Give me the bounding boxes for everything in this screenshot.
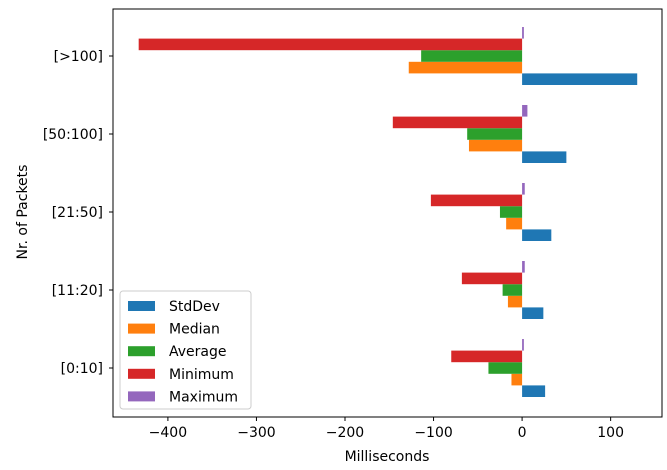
bar-stddev-2	[522, 229, 552, 241]
bar-maximum-0	[522, 339, 524, 351]
y-axis-ticks: [0:10] [11:20] [21:50] [50:100] [>100]	[43, 49, 113, 377]
bar-maximum-3	[522, 105, 528, 117]
legend-label-median: Median	[169, 322, 220, 338]
legend-swatch-stddev	[128, 301, 155, 311]
plot-frame	[112, 8, 663, 418]
bar-average-0	[488, 362, 523, 374]
y-tick-label: [50:100]	[43, 127, 103, 143]
x-tick-label: 0	[518, 425, 527, 441]
bar-average-1	[502, 284, 523, 296]
bar-maximum-4	[522, 27, 524, 39]
bar-median-4	[408, 61, 523, 74]
bar-median-2	[506, 217, 523, 230]
x-tick-label: −100	[414, 425, 452, 441]
y-axis-label: Nr. of Packets	[15, 165, 31, 260]
x-tick-label: 100	[597, 425, 624, 441]
y-tick-label: [21:50]	[52, 205, 103, 221]
legend-label-stddev: StdDev	[169, 299, 220, 315]
x-axis-label: Milliseconds	[345, 449, 430, 465]
legend-swatch-average	[128, 346, 155, 357]
x-tick-label: −400	[149, 425, 187, 441]
legend-label-maximum: Maximum	[169, 389, 238, 405]
bar-maximum-2	[522, 183, 525, 195]
bar-median-0	[511, 373, 523, 386]
bar-stddev-3	[522, 151, 567, 163]
bar-median-1	[507, 295, 523, 308]
legend-swatch-median	[128, 323, 155, 334]
bar-minimum-3	[392, 116, 523, 129]
x-tick-label: −300	[237, 425, 275, 441]
bar-stddev-0	[522, 385, 546, 397]
bar-average-4	[421, 50, 523, 62]
bar-stddev-1	[522, 307, 544, 319]
x-tick-label: −200	[326, 425, 364, 441]
legend-swatch-maximum	[128, 391, 155, 402]
bar-minimum-2	[430, 194, 523, 207]
bar-median-3	[468, 139, 523, 152]
bar-average-3	[467, 128, 523, 140]
y-tick-label: [11:20]	[52, 283, 103, 299]
legend-swatch-minimum	[128, 368, 155, 379]
y-tick-label: [0:10]	[61, 361, 103, 377]
bar-minimum-0	[451, 350, 523, 363]
bar-stddev-4	[522, 73, 638, 85]
y-tick-label: [>100]	[54, 49, 103, 65]
bars-group	[138, 27, 638, 397]
x-axis-ticks: −400 −300 −200 −100 0 100	[149, 417, 624, 441]
bar-average-2	[499, 206, 523, 218]
legend-label-average: Average	[169, 344, 227, 360]
legend-box	[119, 290, 252, 410]
legend-label-minimum: Minimum	[169, 367, 234, 383]
bar-minimum-1	[461, 272, 523, 285]
axes-box	[112, 8, 663, 418]
bar-maximum-1	[522, 261, 525, 273]
bar-minimum-4	[138, 38, 523, 51]
legend: StdDev Median Average Minimum Maximum	[119, 290, 252, 410]
